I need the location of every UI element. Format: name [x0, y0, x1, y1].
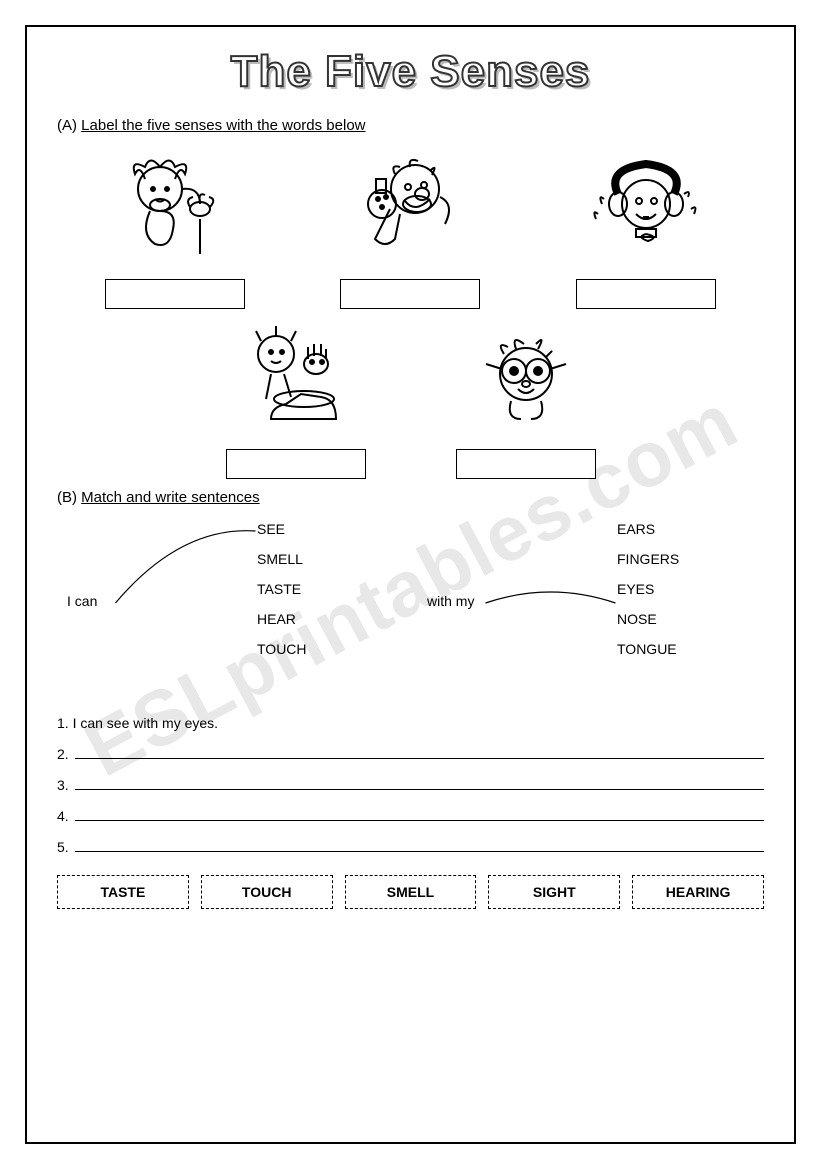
word-bank: TASTE TOUCH SMELL SIGHT HEARING — [57, 875, 764, 909]
word-bank-item-2[interactable]: SMELL — [345, 875, 477, 909]
section-b-marker: (B) — [57, 489, 77, 506]
sentence-4-num: 4. — [57, 808, 69, 824]
verb-4: TOUCH — [257, 641, 307, 657]
page-title: The Five Senses — [57, 47, 764, 97]
senses-row-1 — [57, 149, 764, 309]
fill-line[interactable] — [75, 807, 764, 821]
sense-block-4 — [226, 319, 366, 479]
match-mid-text: with my — [427, 593, 474, 609]
sense-block-1 — [105, 149, 245, 309]
verb-1: SMELL — [257, 551, 307, 567]
sense-illustration-smell — [105, 149, 245, 269]
sense-block-2 — [340, 149, 480, 309]
word-bank-item-0[interactable]: TASTE — [57, 875, 189, 909]
word-bank-item-3[interactable]: SIGHT — [488, 875, 620, 909]
fill-line[interactable] — [75, 776, 764, 790]
verb-2: TASTE — [257, 581, 307, 597]
section-a-marker: (A) — [57, 117, 77, 134]
content: The Five Senses (A) Label the five sense… — [57, 47, 764, 909]
word-bank-item-4[interactable]: HEARING — [632, 875, 764, 909]
verb-3: HEAR — [257, 611, 307, 627]
page-frame: ESLprintables.com The Five Senses (A) La… — [25, 25, 796, 1144]
sense-illustration-sight — [456, 319, 596, 439]
sentence-3-num: 3. — [57, 777, 69, 793]
sentence-5-num: 5. — [57, 839, 69, 855]
match-verbs: SEE SMELL TASTE HEAR TOUCH — [257, 521, 307, 657]
sense-illustration-touch — [226, 319, 366, 439]
sentence-4[interactable]: 4. — [57, 807, 764, 824]
word-bank-item-1[interactable]: TOUCH — [201, 875, 333, 909]
sentences: 1. I can see with my eyes. 2. 3. 4. 5. — [57, 715, 764, 855]
match-area: I can SEE SMELL TASTE HEAR TOUCH with my… — [57, 521, 764, 701]
part-0: EARS — [617, 521, 679, 537]
answer-box-5[interactable] — [456, 449, 596, 479]
answer-box-1[interactable] — [105, 279, 245, 309]
answer-box-2[interactable] — [340, 279, 480, 309]
part-1: FINGERS — [617, 551, 679, 567]
match-parts: EARS FINGERS EYES NOSE TONGUE — [617, 521, 679, 657]
match-mid: with my — [427, 593, 474, 609]
sentence-3[interactable]: 3. — [57, 776, 764, 793]
part-2: EYES — [617, 581, 679, 597]
sentence-2[interactable]: 2. — [57, 745, 764, 762]
verb-0: SEE — [257, 521, 307, 537]
sentence-1: 1. I can see with my eyes. — [57, 715, 764, 731]
sense-block-3 — [576, 149, 716, 309]
sense-illustration-hearing — [576, 149, 716, 269]
answer-box-3[interactable] — [576, 279, 716, 309]
section-a-text: Label the five senses with the words bel… — [81, 117, 365, 134]
answer-box-4[interactable] — [226, 449, 366, 479]
match-left-text: I can — [67, 593, 97, 609]
match-left: I can — [67, 593, 97, 609]
fill-line[interactable] — [75, 745, 764, 759]
fill-line[interactable] — [75, 838, 764, 852]
section-a-label: (A) Label the five senses with the words… — [57, 117, 764, 134]
sentence-5[interactable]: 5. — [57, 838, 764, 855]
section-b-text: Match and write sentences — [81, 489, 259, 506]
sentence-2-num: 2. — [57, 746, 69, 762]
sentence-1-text: 1. I can see with my eyes. — [57, 715, 218, 731]
senses-row-2 — [57, 319, 764, 479]
part-3: NOSE — [617, 611, 679, 627]
sense-block-5 — [456, 319, 596, 479]
section-b-label: (B) Match and write sentences — [57, 489, 764, 506]
sense-illustration-taste — [340, 149, 480, 269]
part-4: TONGUE — [617, 641, 679, 657]
